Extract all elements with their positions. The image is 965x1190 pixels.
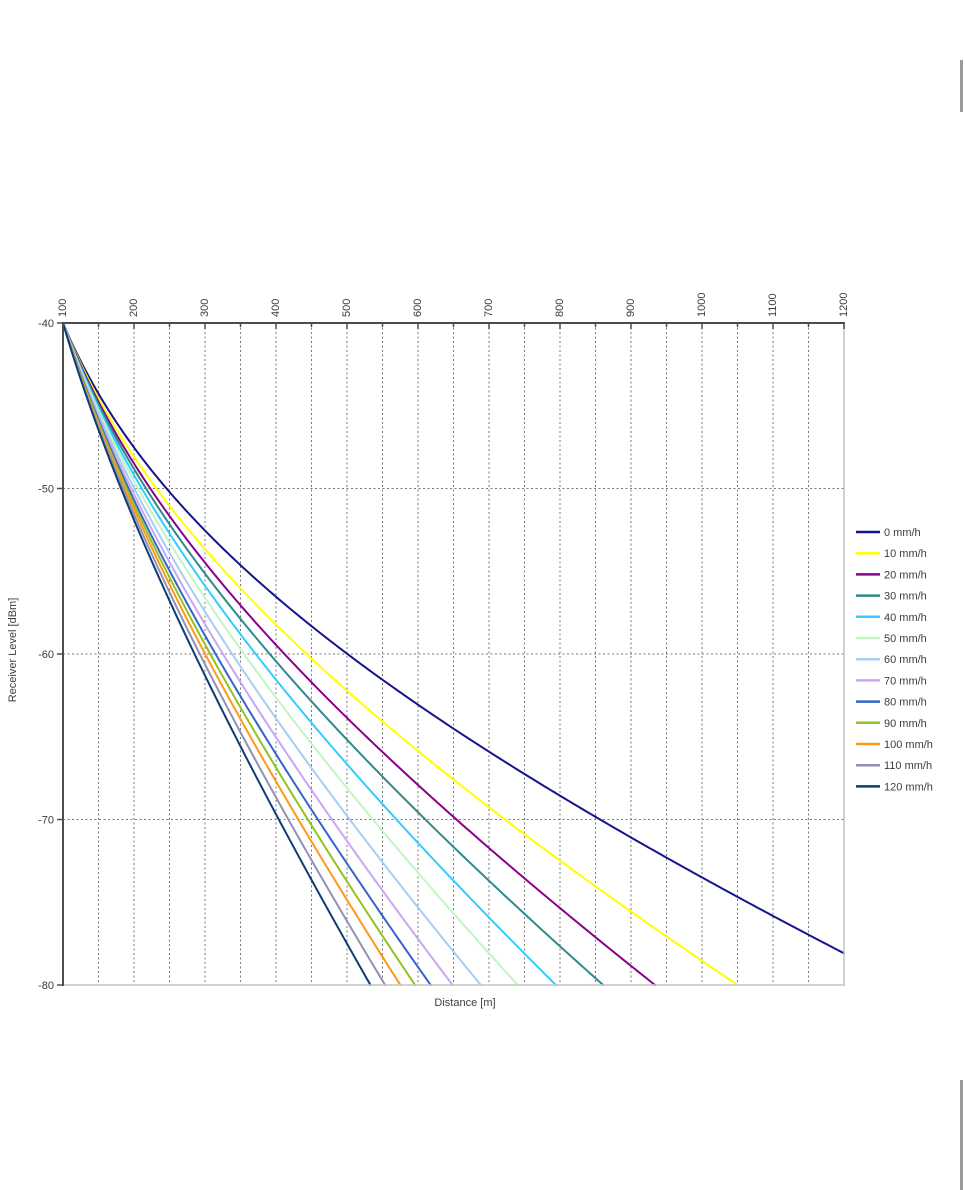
- legend-item: 110 mm/h: [856, 760, 932, 772]
- legend-label: 0 mm/h: [884, 527, 921, 539]
- y-tick-label: -80: [38, 980, 54, 992]
- legend-label: 10 mm/h: [884, 548, 927, 560]
- curve-50mmh: [63, 322, 519, 986]
- x-tick-label: 900: [625, 299, 637, 317]
- y-tick-labels: -40 -50 -60 -70 -80: [38, 318, 54, 992]
- y-tick-label: -50: [38, 484, 54, 496]
- legend-item: 60 mm/h: [856, 654, 927, 666]
- curve-30mmh: [63, 322, 605, 986]
- x-tick-label: 400: [270, 299, 282, 317]
- legend-item: 120 mm/h: [856, 781, 933, 793]
- curve-120mmh: [63, 322, 372, 986]
- x-tick-label: 600: [412, 299, 424, 317]
- curve-60mmh: [63, 322, 482, 986]
- legend-label: 40 mm/h: [884, 612, 927, 624]
- legend-item: 40 mm/h: [856, 612, 927, 624]
- legend-label: 100 mm/h: [884, 739, 933, 751]
- curve-70mmh: [63, 322, 454, 986]
- legend: 0 mm/h 10 mm/h 20 mm/h 30 mm/h 40 mm/h 50 mm/…: [856, 527, 933, 793]
- legend-item: 30 mm/h: [856, 591, 927, 603]
- legend-item: 20 mm/h: [856, 569, 927, 581]
- legend-item: 90 mm/h: [856, 718, 927, 730]
- x-tick-label: 300: [199, 299, 211, 317]
- curve-10mmh: [63, 322, 739, 986]
- y-tick-label: -40: [38, 318, 54, 330]
- y-tick-label: -70: [38, 815, 54, 827]
- x-tick-labels: 100 200 300 400 500 600 700 800 900 1000 1100 1200: [57, 293, 850, 317]
- y-tick-label: -60: [38, 649, 54, 661]
- curve-0mmh: [63, 322, 845, 955]
- legend-label: 30 mm/h: [884, 591, 927, 603]
- data-curves: [63, 322, 845, 986]
- legend-item: 70 mm/h: [856, 675, 927, 687]
- curve-100mmh: [63, 322, 402, 986]
- legend-item: 10 mm/h: [856, 548, 927, 560]
- axis-ticks: [57, 322, 845, 986]
- curve-110mmh: [63, 322, 387, 986]
- right-edge-line-bottom: [960, 1080, 963, 1190]
- legend-label: 80 mm/h: [884, 697, 927, 709]
- legend-label: 20 mm/h: [884, 569, 927, 581]
- right-edge-line-top: [960, 60, 963, 112]
- x-tick-label: 1000: [696, 293, 708, 317]
- gridlines: [63, 323, 844, 985]
- legend-label: 120 mm/h: [884, 781, 933, 793]
- x-tick-label: 1100: [767, 293, 779, 317]
- x-tick-label: 500: [341, 299, 353, 317]
- y-axis-title: Receiver Level [dBm]: [7, 598, 19, 703]
- x-tick-label: 100: [57, 299, 69, 317]
- x-tick-label: 800: [554, 299, 566, 317]
- legend-label: 70 mm/h: [884, 675, 927, 687]
- curve-40mmh: [63, 322, 557, 986]
- legend-item: 0 mm/h: [856, 527, 921, 539]
- legend-item: 50 mm/h: [856, 633, 927, 645]
- x-axis-title: Distance [m]: [434, 997, 495, 1009]
- legend-label: 90 mm/h: [884, 718, 927, 730]
- legend-label: 50 mm/h: [884, 633, 927, 645]
- legend-item: 80 mm/h: [856, 697, 927, 709]
- x-tick-label: 1200: [838, 293, 850, 317]
- legend-item: 100 mm/h: [856, 739, 933, 751]
- curve-20mmh: [63, 322, 656, 986]
- curve-90mmh: [63, 322, 417, 986]
- legend-label: 60 mm/h: [884, 654, 927, 666]
- curve-80mmh: [63, 322, 432, 986]
- x-tick-label: 200: [128, 299, 140, 317]
- legend-label: 110 mm/h: [884, 760, 932, 772]
- x-tick-label: 700: [483, 299, 495, 317]
